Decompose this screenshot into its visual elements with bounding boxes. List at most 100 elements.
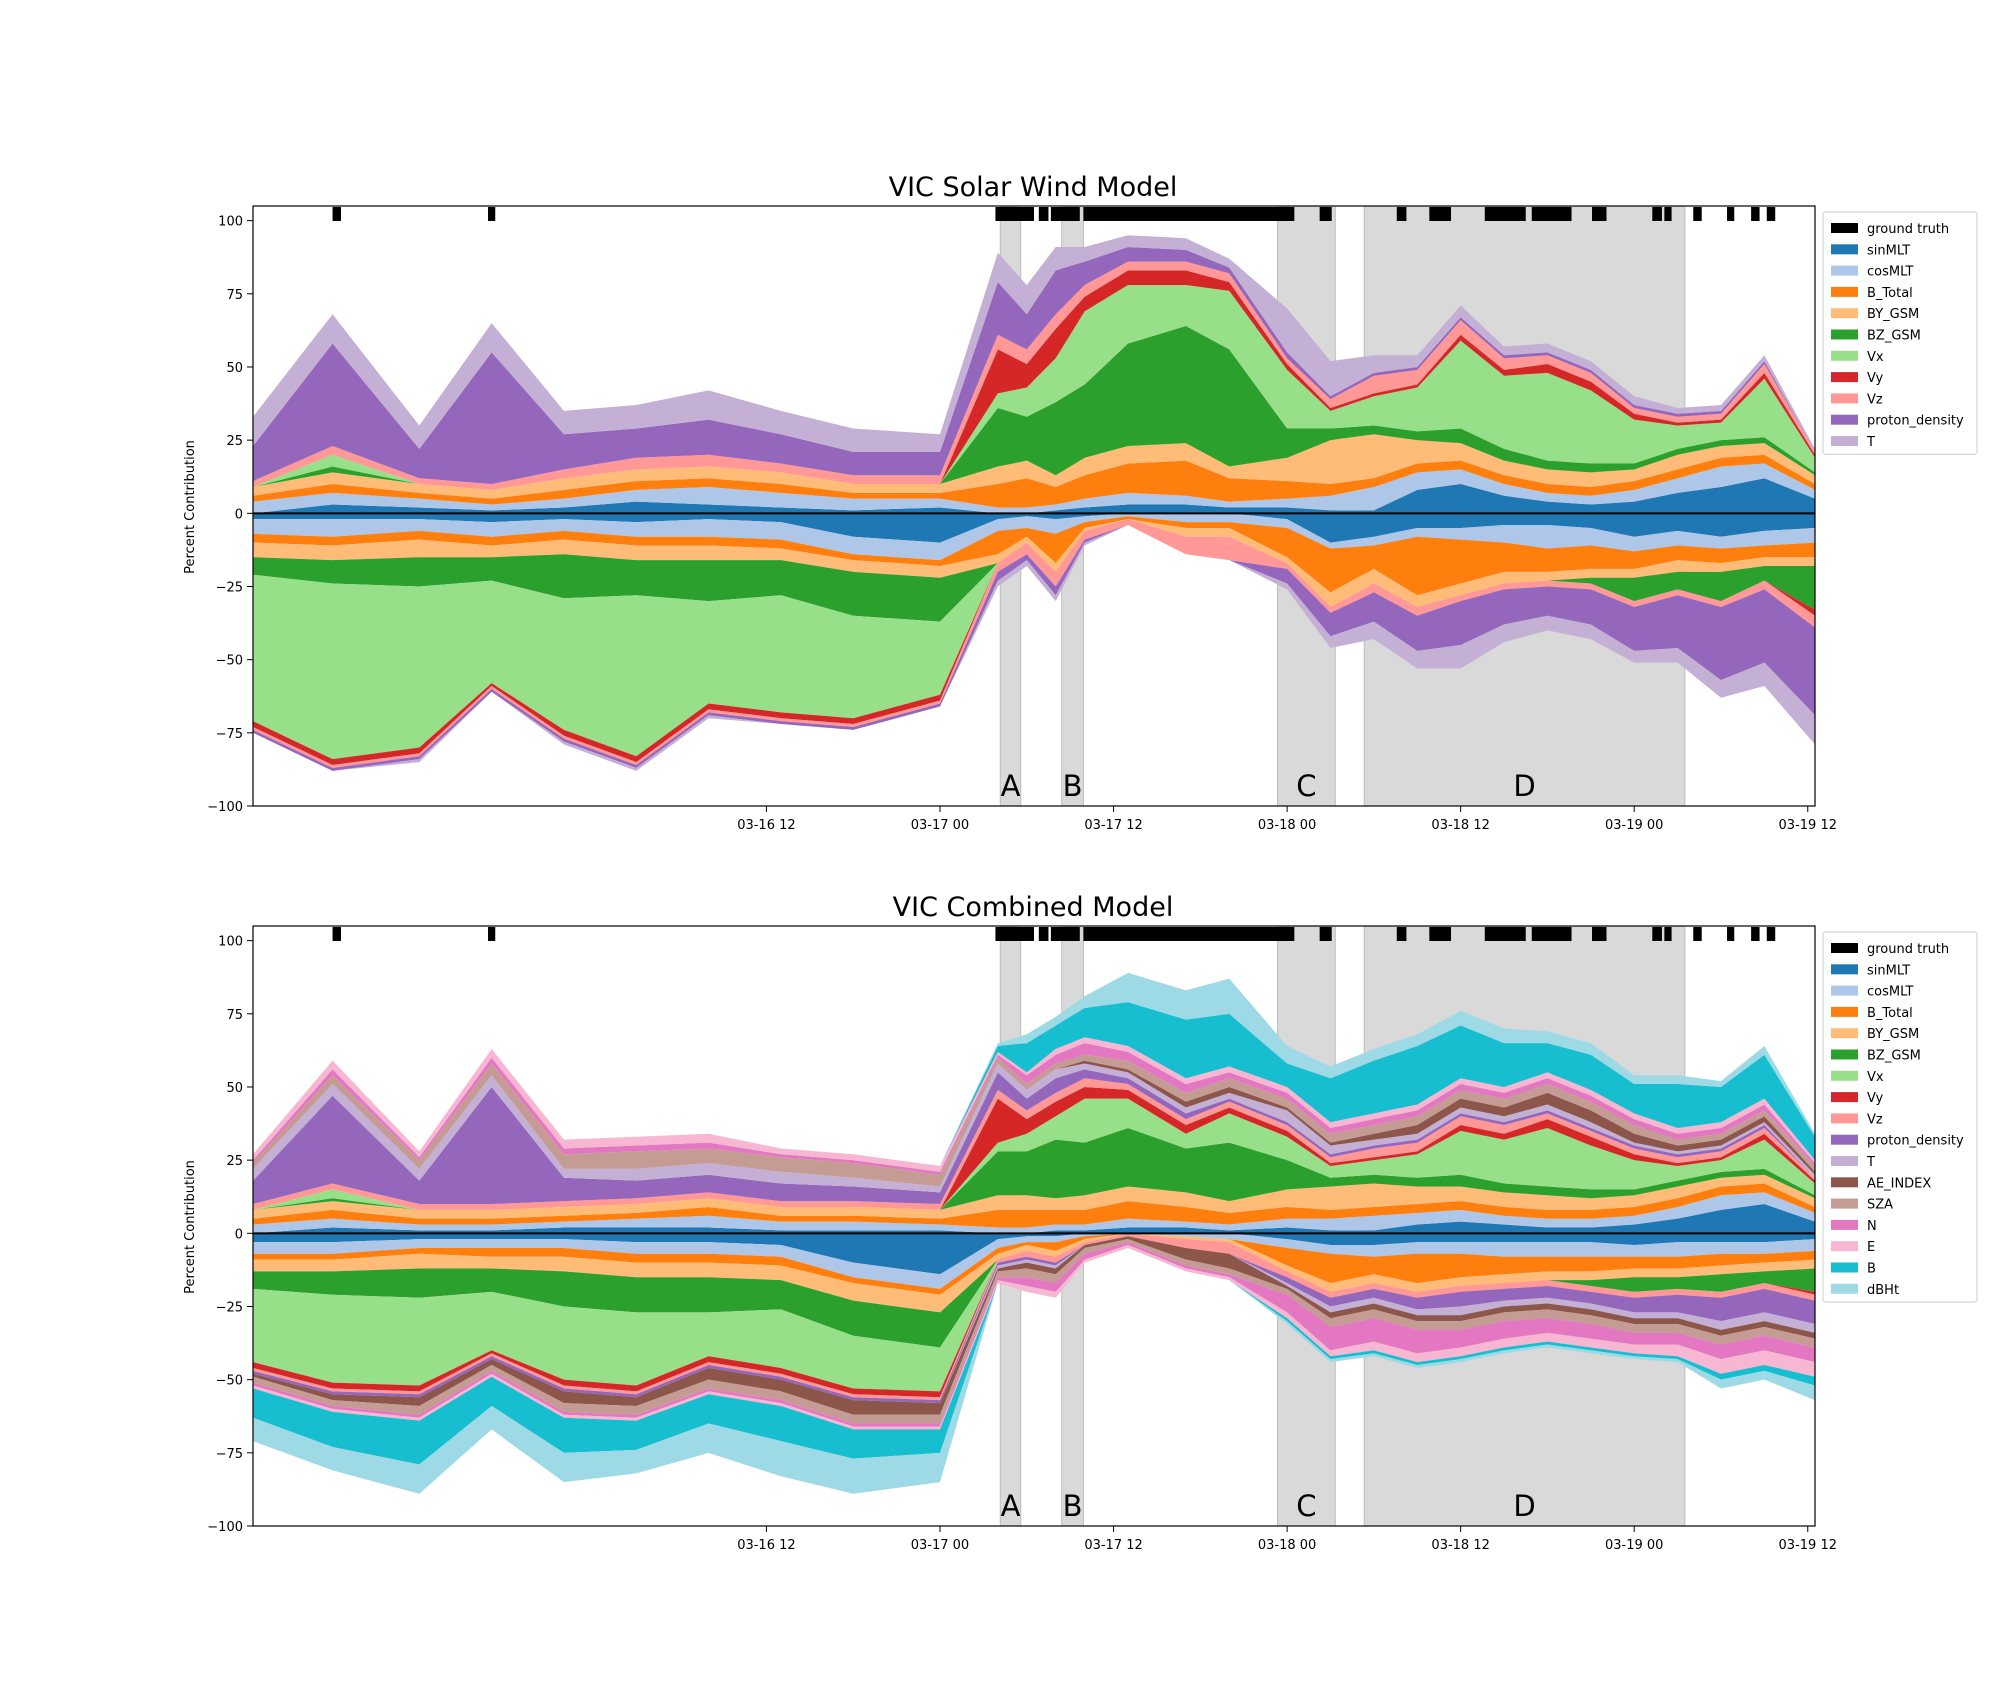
plot-frame (252, 205, 1816, 807)
series-cosmlt-positive (253, 463, 1815, 514)
ground-truth-event (1652, 207, 1662, 221)
legend-swatch-vx (1831, 1070, 1858, 1081)
legend-swatch-vz (1831, 1113, 1858, 1124)
ground-truth-event (1396, 927, 1407, 941)
y-tick-label: −50 (216, 654, 243, 669)
ground-truth-event (1050, 207, 1080, 221)
series-vy-positive (253, 270, 1815, 490)
x-tick-label: 03-17 12 (1084, 818, 1142, 833)
series-cosmlt-positive (253, 1192, 1815, 1234)
region-label-c: C (1296, 1489, 1316, 1523)
y-tick-label: 50 (226, 361, 243, 376)
ground-truth-event (1429, 927, 1452, 941)
y-tick-label: −100 (207, 1520, 243, 1535)
ground-truth-event (1396, 207, 1407, 221)
chart-title: VIC Solar Wind Model (889, 172, 1178, 203)
legend-box (1822, 931, 1978, 1303)
legend-swatch-ae-index (1831, 1177, 1858, 1188)
series-by-gsm-negative (253, 1233, 1815, 1313)
ground-truth-event (1038, 927, 1049, 941)
series-vx-positive (253, 285, 1815, 490)
series-vx-negative (253, 519, 1815, 760)
legend-label-n: N (1867, 1219, 1877, 1234)
ground-truth-event (332, 927, 341, 941)
legend-label-b-total: B_Total (1867, 1006, 1913, 1021)
ground-truth-event (1050, 927, 1080, 941)
region-label-a: A (1001, 1489, 1021, 1523)
series-vx-positive (253, 1098, 1815, 1210)
legend-swatch-cosmlt (1831, 265, 1858, 276)
panel-combined: VIC Combined Model Percent Contribution … (183, 892, 1978, 1553)
ground-truth-event (995, 207, 1034, 221)
series-e-positive (253, 1037, 1815, 1172)
x-tick-label: 03-18 12 (1431, 818, 1489, 833)
y-axis-label: Percent Contribution (183, 1160, 198, 1294)
series-sinmlt-positive (253, 1204, 1815, 1234)
region-label-c: C (1296, 769, 1316, 803)
ground-truth-event (1038, 207, 1049, 221)
ground-truth-event (1727, 207, 1735, 221)
ground-truth-event (1664, 927, 1672, 941)
series-sza-negative (253, 1239, 1815, 1424)
panel-solar-wind: VIC Solar Wind Model Percent Contributio… (183, 172, 1978, 833)
ground-truth-event (1429, 207, 1452, 221)
ground-truth-event (1592, 927, 1607, 941)
chart-title: VIC Combined Model (893, 892, 1174, 923)
y-tick-label: 25 (226, 1154, 243, 1169)
series-bz-gsm-positive (253, 1127, 1815, 1210)
x-tick-label: 03-18 00 (1258, 1538, 1316, 1553)
legend-swatch-b-total (1831, 1006, 1858, 1017)
x-tick-label: 03-17 00 (911, 818, 969, 833)
legend-swatch-t (1831, 436, 1858, 446)
y-tick-label: −75 (216, 1447, 243, 1462)
legend-swatch-e (1831, 1241, 1858, 1252)
y-tick-label: 0 (235, 1227, 243, 1242)
ground-truth-event (1766, 207, 1776, 221)
legend-swatch-vz (1831, 393, 1858, 404)
legend-swatch-vy (1831, 372, 1858, 383)
legend-label-bz-gsm: BZ_GSM (1867, 1049, 1921, 1064)
x-tick-label: 03-17 12 (1084, 1538, 1142, 1553)
legend-swatch-by-gsm (1831, 1028, 1858, 1039)
legend-label-vz: Vz (1867, 1112, 1883, 1127)
legend: ground truth sinMLT cosMLT B_Total BY_GSM BZ_… (1822, 211, 1978, 455)
legend-label-bz-gsm: BZ_GSM (1867, 329, 1921, 344)
series-b-negative (253, 1247, 1815, 1465)
y-axis-label: Percent Contribution (183, 440, 198, 574)
ground-truth-event (1484, 207, 1526, 221)
ground-truth-event (1727, 927, 1735, 941)
series-proton-density-positive (253, 246, 1815, 485)
legend-label-e: E (1867, 1240, 1875, 1255)
series-vx-negative (253, 1233, 1815, 1392)
region-label-b: B (1063, 769, 1083, 803)
ground-truth-event (488, 207, 496, 221)
legend-swatch-b-total (1831, 286, 1858, 297)
ground-truth-event (1664, 207, 1672, 221)
ground-truth-event (1693, 207, 1702, 221)
legend-label-vz: Vz (1867, 392, 1883, 407)
y-tick-label: 25 (226, 434, 243, 449)
legend-swatch-sinmlt (1831, 244, 1858, 255)
legend-swatch-n (1831, 1219, 1858, 1230)
legend-label-by-gsm: BY_GSM (1867, 1027, 1919, 1042)
legend: ground truth sinMLT cosMLT B_Total BY_GSM BZ_… (1822, 931, 1978, 1303)
legend-label-ae-index: AE_INDEX (1867, 1176, 1931, 1191)
legend-label-cosmlt: cosMLT (1867, 985, 1914, 1000)
y-tick-label: 75 (226, 288, 243, 303)
series-t-positive (253, 1063, 1815, 1193)
y-tick-label: −50 (216, 1374, 243, 1389)
legend-label-cosmlt: cosMLT (1867, 265, 1914, 280)
series-bz-gsm-negative (253, 1233, 1815, 1348)
y-tick-label: 75 (226, 1008, 243, 1023)
y-tick-label: −100 (207, 800, 243, 815)
ground-truth-event (1652, 927, 1662, 941)
series-b-total-negative (253, 516, 1815, 596)
region-label-d: D (1513, 1489, 1535, 1523)
legend-label-vy: Vy (1867, 371, 1884, 386)
legend-label-ground-truth: ground truth (1867, 222, 1949, 237)
x-tick-label: 03-17 00 (911, 1538, 969, 1553)
ground-truth-event (1319, 927, 1332, 941)
legend-label-ground-truth: ground truth (1867, 942, 1949, 957)
y-tick-label: 100 (218, 215, 243, 230)
